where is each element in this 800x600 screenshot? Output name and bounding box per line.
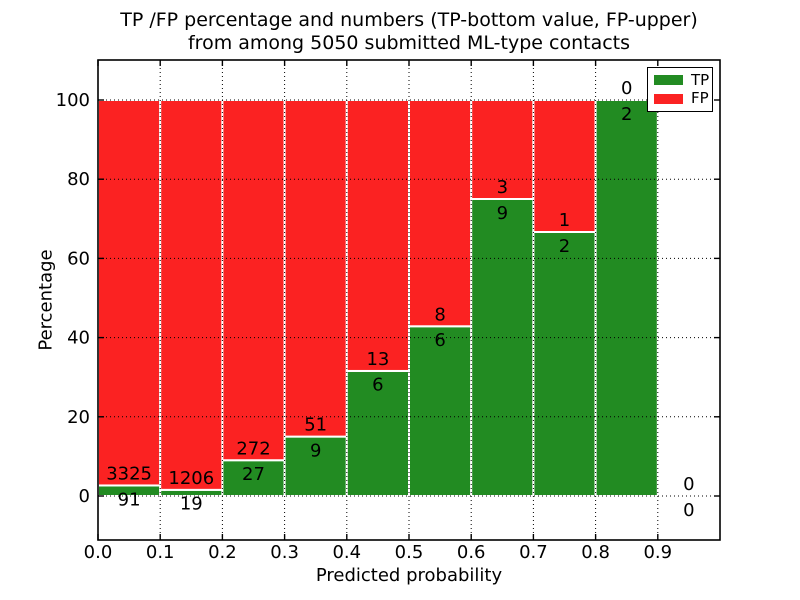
tp-count-label-4: 6 xyxy=(372,375,383,396)
x-tick-label: 0.1 xyxy=(146,542,175,563)
fp-count-label-5: 8 xyxy=(434,304,445,325)
fp-count-label-2: 272 xyxy=(236,438,270,459)
bar-tp-3 xyxy=(283,435,348,498)
y-tick-label: 60 xyxy=(67,248,90,269)
tp-count-label-7: 2 xyxy=(559,236,570,257)
bar-fp-1 xyxy=(159,99,224,491)
bar-tp-5 xyxy=(408,325,473,497)
fp-count-label-1: 1206 xyxy=(168,468,214,489)
fp-count-label-6: 3 xyxy=(497,177,508,198)
bar-tp-8 xyxy=(594,99,659,497)
x-tick-label: 0.5 xyxy=(395,542,424,563)
x-tick-label: 0.4 xyxy=(332,542,361,563)
tp-count-label-2: 27 xyxy=(242,464,265,485)
legend-entry-fp: FP xyxy=(654,89,709,108)
x-tick-label: 0.3 xyxy=(270,542,299,563)
legend-entry-tp: TP xyxy=(654,70,710,89)
y-tick-label: 100 xyxy=(56,90,90,111)
chart-title: TP /FP percentage and numbers (TP-bottom… xyxy=(98,9,720,55)
x-tick-label: 0.2 xyxy=(208,542,237,563)
tp-count-label-8: 2 xyxy=(621,104,632,125)
y-tick-label: 0 xyxy=(79,486,90,507)
bar-tp-7 xyxy=(532,231,597,497)
y-tick-label: 20 xyxy=(67,407,90,428)
tp-count-label-6: 9 xyxy=(497,203,508,224)
tp-count-label-5: 6 xyxy=(434,330,445,351)
legend: TP FP xyxy=(647,67,713,112)
fp-count-label-3: 51 xyxy=(304,415,327,436)
tp-legend-label: TP xyxy=(691,70,710,89)
bar-fp-4 xyxy=(345,99,410,372)
tp-count-label-0: 91 xyxy=(118,489,141,510)
tp-count-label-3: 9 xyxy=(310,440,321,461)
chart-title-line-2: from among 5050 submitted ML-type contac… xyxy=(187,32,631,54)
x-tick-label: 0.7 xyxy=(519,542,548,563)
x-tick-label: 0.8 xyxy=(581,542,610,563)
y-axis-label: Percentage xyxy=(35,249,57,351)
tp-legend-swatch xyxy=(654,75,683,86)
fp-count-label-8: 0 xyxy=(621,78,632,99)
bar-fp-6 xyxy=(470,99,535,200)
chart-title-line-1: TP /FP percentage and numbers (TP-bottom… xyxy=(120,9,698,31)
bar-fp-7 xyxy=(532,99,597,233)
tp-count-label-9: 0 xyxy=(683,500,694,521)
bar-tp-2 xyxy=(221,459,286,498)
fp-legend-swatch xyxy=(654,93,683,104)
fp-count-label-9: 0 xyxy=(683,474,694,495)
y-tick-label: 40 xyxy=(67,328,90,349)
bar-tp-6 xyxy=(470,198,535,497)
x-axis-label: Predicted probability xyxy=(315,565,503,586)
bar-fp-3 xyxy=(283,99,348,438)
tp-count-label-1: 19 xyxy=(180,494,203,515)
bar-fp-5 xyxy=(408,99,473,328)
fp-legend-label: FP xyxy=(691,89,709,108)
fp-count-label-4: 13 xyxy=(366,349,389,370)
x-tick-label: 0.0 xyxy=(84,542,113,563)
fp-count-label-7: 1 xyxy=(559,210,570,231)
x-tick-label: 0.6 xyxy=(457,542,486,563)
fp-count-label-0: 3325 xyxy=(106,464,152,485)
bar-fp-0 xyxy=(97,99,162,487)
y-tick-label: 80 xyxy=(67,169,90,190)
bar-fp-2 xyxy=(221,99,286,462)
x-tick-label: 0.9 xyxy=(643,542,672,563)
